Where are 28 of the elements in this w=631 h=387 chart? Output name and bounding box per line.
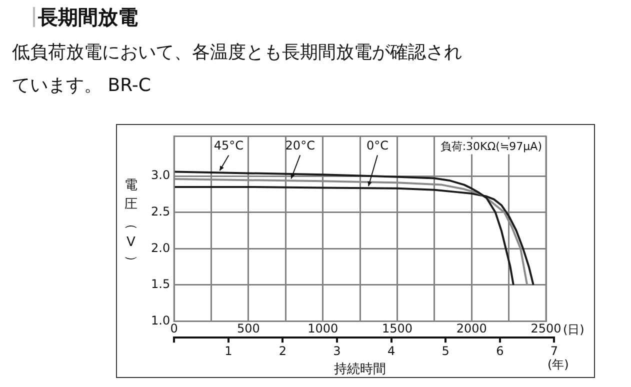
text: 20°C [285,138,315,152]
x2-tick-label: 7 [550,344,558,358]
chart-subtitle: 低負荷放電において、各温度とも長期間放電が確認されています。 BR-C [12,41,463,98]
x2-tick-label: 2 [278,344,287,358]
x-tick-label: 1500 [382,322,413,336]
y-tick-label: 2.0 [150,240,170,255]
y-tick-label: 2.5 [150,204,170,218]
x-tick-label: 0 [170,322,178,336]
y-tick-label: 1.5 [150,277,170,292]
x-tick-label: 1000 [308,322,338,336]
x-axis-title: (日) [563,322,584,336]
y-tick-label: 1.0 [150,313,170,328]
x2-tick-label: 3 [333,344,341,358]
series-label: 45°C [214,138,244,152]
text: (年) [547,358,569,372]
y-axis-title: 電圧（V） [124,178,139,268]
x2-tick-label: 5 [442,344,450,358]
text: 0°C [366,138,388,152]
x2-tick-label: 1 [224,344,232,358]
x2-axis-title: 持続時間 [334,362,386,377]
x2-tick-label: 4 [387,344,396,358]
chart-title: 長期間放電 [38,4,138,31]
y-tick-label: 3.0 [150,168,170,182]
annotation: 負荷:30KΩ(≒97μA) [440,140,542,154]
x2-tick-label: 6 [496,344,504,358]
x-tick-label: 2500 [530,322,562,336]
x-tick-label: 2000 [456,322,487,336]
x-tick-label: 500 [237,322,260,336]
